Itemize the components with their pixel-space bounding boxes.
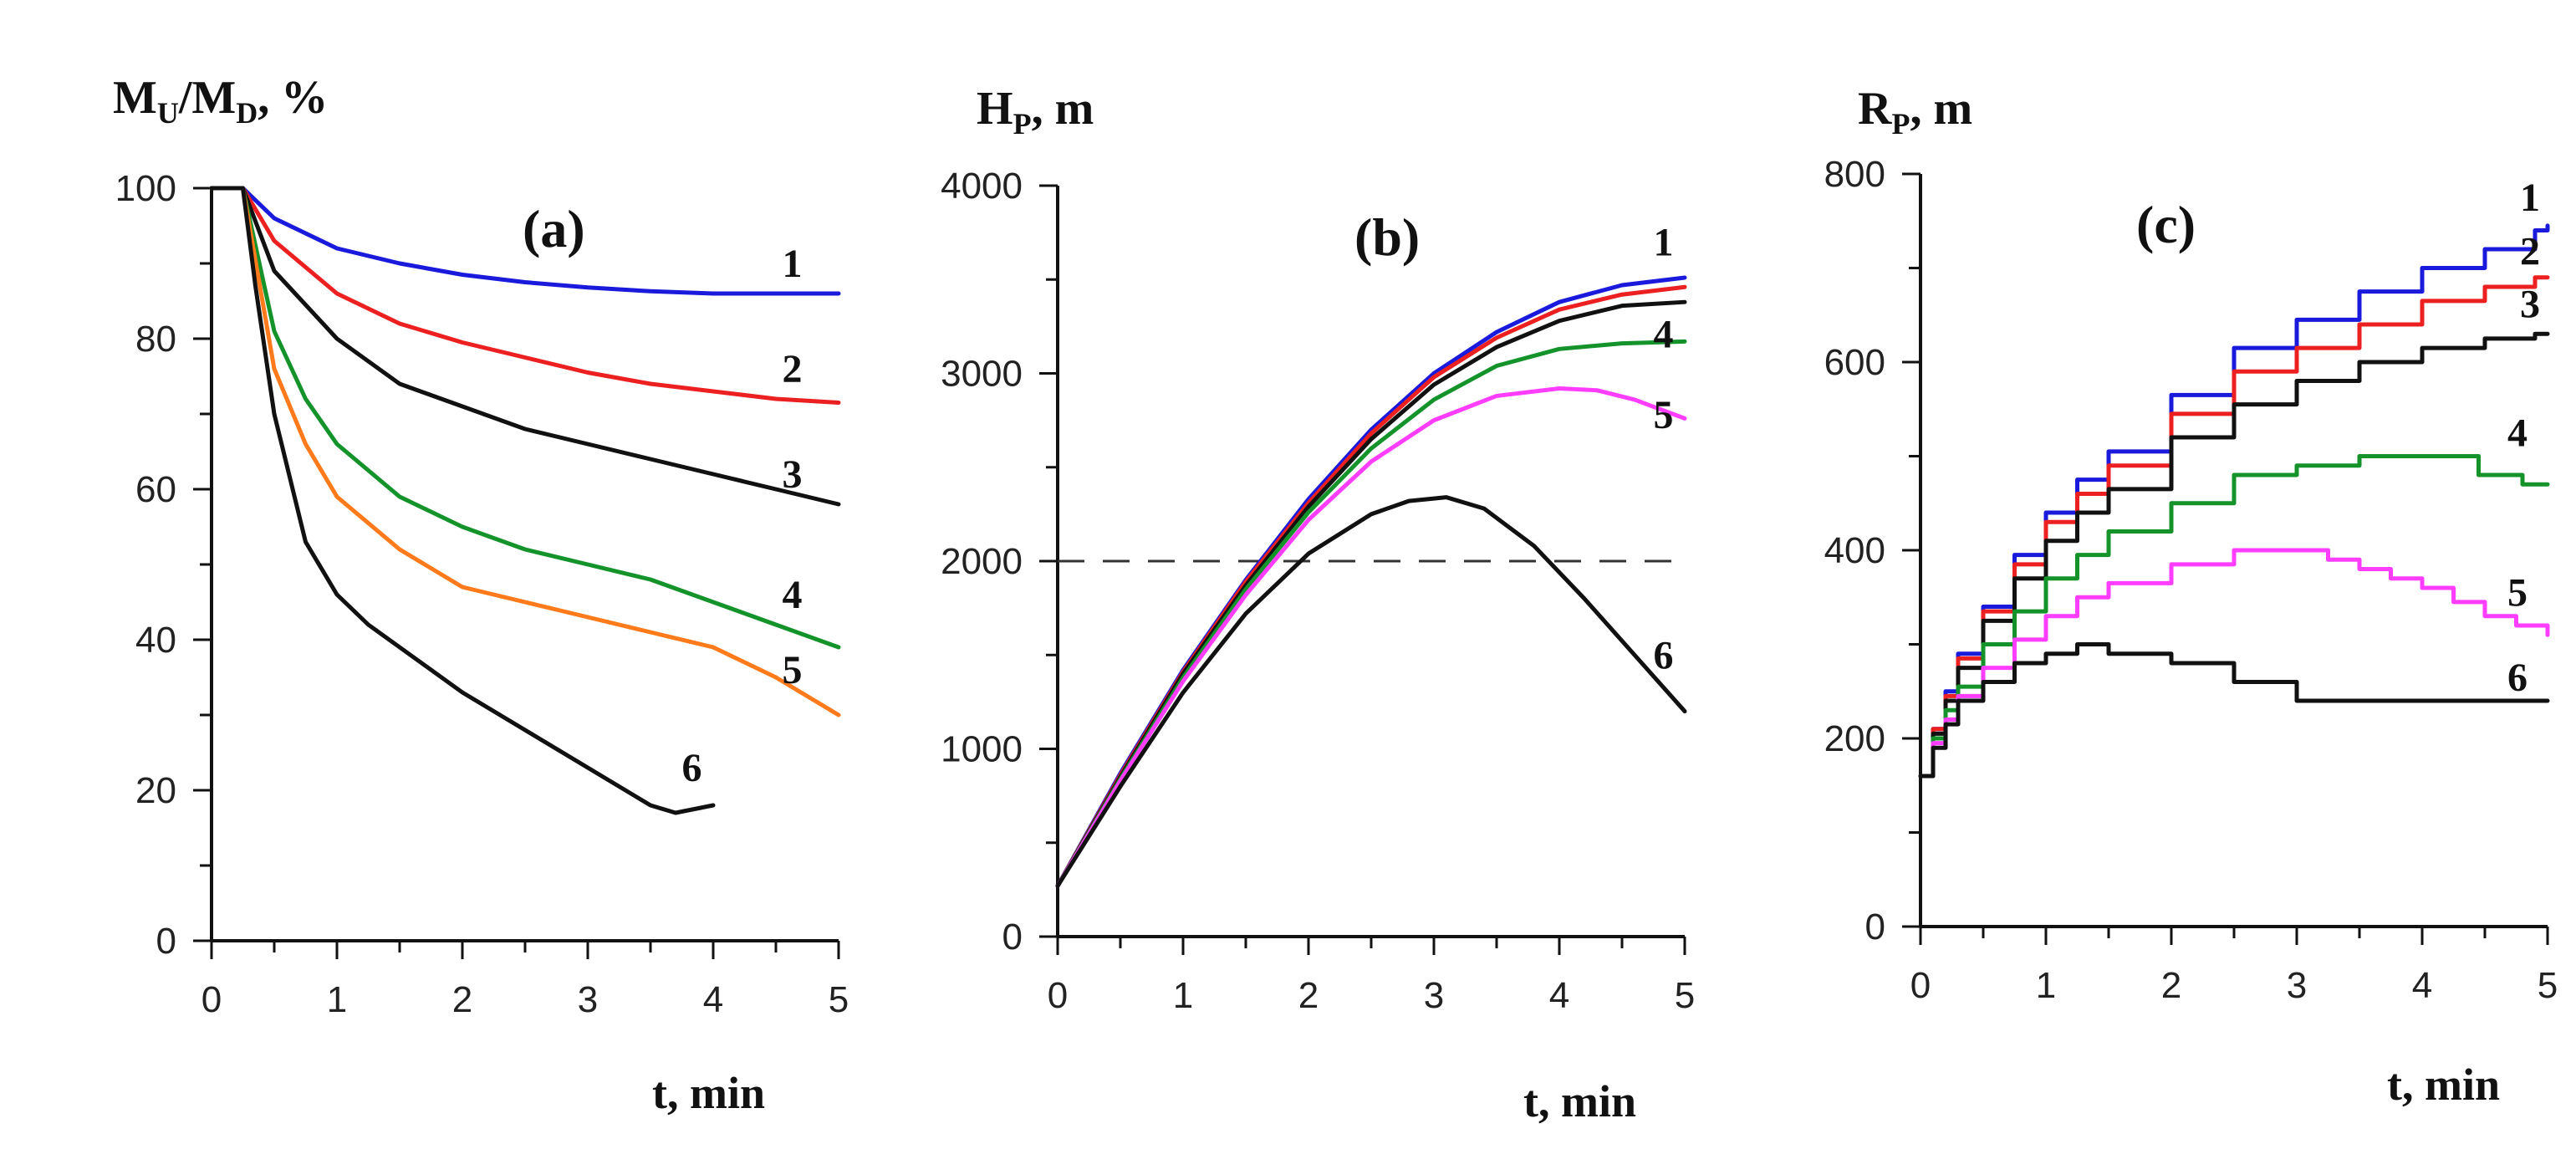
curve-label-6: 6 <box>1654 633 1674 677</box>
x-tick-label: 1 <box>1173 975 1193 1016</box>
series-line-4 <box>1918 454 2550 779</box>
x-tick-label: 4 <box>703 979 723 1020</box>
x-tick-label: 1 <box>327 979 347 1020</box>
curve-label-6: 6 <box>682 746 702 790</box>
panel-b-title: (b) <box>1354 207 1420 267</box>
panel-a: MU/MD, % t, min (a) 0 1 2 3 4 5 0 20 40 60 80 100 1 2… <box>113 72 849 1118</box>
y-tick-label: 80 <box>135 319 176 360</box>
panel-a-ylabel: MU/MD, % <box>113 72 328 130</box>
curve-label-3: 3 <box>2520 282 2540 326</box>
panel-b-ylabel: HP, m <box>977 83 1094 140</box>
curve-label-5: 5 <box>783 648 803 692</box>
x-tick-label: 5 <box>2538 965 2558 1006</box>
y-tick-label: 0 <box>1002 917 1023 958</box>
x-tick-label: 3 <box>1424 975 1444 1016</box>
series-line-4 <box>209 186 841 650</box>
curve-label-1: 1 <box>783 242 803 286</box>
y-tick-label: 60 <box>135 469 176 510</box>
curve-label-2: 2 <box>783 347 803 391</box>
x-tick-label: 2 <box>452 979 472 1020</box>
x-tick-label: 4 <box>2412 965 2432 1006</box>
curve-label-1: 1 <box>2520 176 2540 220</box>
x-tick-label: 0 <box>1048 975 1068 1016</box>
x-tick-label: 5 <box>829 979 849 1020</box>
panel-a-xlabel: t, min <box>652 1068 765 1118</box>
panel-b-xlabel: t, min <box>1523 1076 1636 1126</box>
y-tick-label: 3000 <box>941 354 1023 395</box>
x-tick-label: 2 <box>2161 965 2181 1006</box>
curve-label-2: 2 <box>2520 229 2540 273</box>
series-line-6 <box>209 186 716 815</box>
x-tick-label: 0 <box>201 979 222 1020</box>
y-tick-label: 600 <box>1824 342 1885 383</box>
series-line-6 <box>1918 642 2550 779</box>
y-tick-label: 1000 <box>941 729 1023 770</box>
panel-c: RP, m t, min (c) 0 1 2 3 4 5 0 200 400 600 800 1 2 3 4… <box>1824 83 2558 1110</box>
curve-label-5: 5 <box>2507 571 2528 615</box>
y-tick-label: 0 <box>1865 906 1885 947</box>
panel-c-xlabel: t, min <box>2387 1060 2500 1110</box>
series-line-5 <box>209 186 841 717</box>
y-tick-label: 0 <box>156 921 176 962</box>
panel-c-ylabel: RP, m <box>1858 83 1972 140</box>
y-tick-label: 20 <box>135 770 176 811</box>
curve-label-4: 4 <box>1654 312 1674 356</box>
y-tick-label: 400 <box>1824 530 1885 571</box>
series-line-5 <box>1918 548 2550 779</box>
series-line-4 <box>1055 339 1687 888</box>
curve-label-6: 6 <box>2507 656 2528 700</box>
x-tick-label: 3 <box>2287 965 2307 1006</box>
series-line-2 <box>1055 284 1687 888</box>
y-tick-label: 40 <box>135 620 176 661</box>
curve-label-4: 4 <box>783 573 803 617</box>
x-tick-label: 0 <box>1910 965 1931 1006</box>
series-line-2 <box>209 186 841 405</box>
y-tick-label: 4000 <box>941 166 1023 207</box>
x-tick-label: 5 <box>1675 975 1695 1016</box>
panel-b: HP, m t, min (b) 0 1 2 3 4 5 0 1000 2000 3000 4000… <box>941 83 1695 1126</box>
y-tick-label: 200 <box>1824 718 1885 759</box>
y-tick-label: 100 <box>115 168 176 209</box>
curve-label-3: 3 <box>783 452 803 497</box>
curve-label-5: 5 <box>1654 393 1674 437</box>
series-line-1 <box>1055 275 1687 888</box>
curve-label-1: 1 <box>1654 220 1674 264</box>
curve-label-4: 4 <box>2507 411 2528 455</box>
series-line-1 <box>209 186 841 296</box>
y-tick-label: 800 <box>1824 154 1885 195</box>
x-tick-label: 1 <box>2036 965 2056 1006</box>
y-tick-label: 2000 <box>941 541 1023 582</box>
series-line-6 <box>1055 495 1687 888</box>
x-tick-label: 2 <box>1298 975 1319 1016</box>
x-tick-label: 3 <box>578 979 598 1020</box>
panel-a-title: (a) <box>523 199 585 258</box>
series-line-3 <box>209 186 841 507</box>
x-tick-label: 4 <box>1549 975 1569 1016</box>
panel-c-title: (c) <box>2136 195 2196 254</box>
series-line-5 <box>1055 386 1687 888</box>
